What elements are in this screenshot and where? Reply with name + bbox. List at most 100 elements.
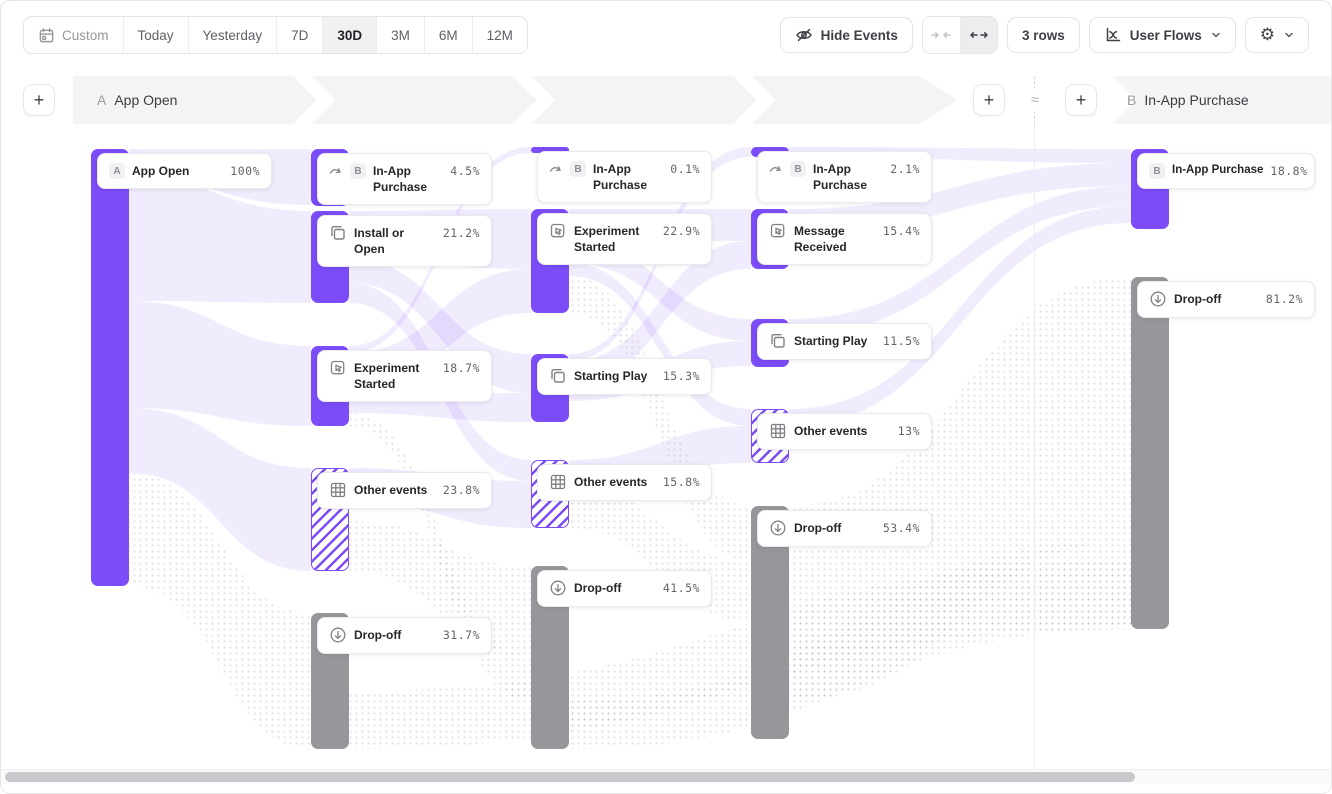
date-range-today[interactable]: Today (122, 17, 188, 53)
start-event-label: App Open (114, 92, 178, 108)
flow-node-card-drop-off[interactable]: Drop-off 31.7% (317, 617, 492, 654)
date-range-12m[interactable]: 12M (471, 17, 527, 53)
add-step-left-button[interactable]: + (973, 84, 1005, 116)
flow-node-percent: 100% (230, 164, 260, 178)
flow-bar-drop-off[interactable] (1131, 277, 1169, 629)
flow-node-label: In-App Purchase (593, 162, 648, 193)
collapse-columns-button[interactable] (922, 17, 960, 53)
date-range-label: 6M (438, 27, 458, 43)
flow-node-label: Starting Play (574, 369, 648, 383)
horizontal-scrollbar[interactable] (1, 769, 1331, 784)
start-event-band[interactable]: A App Open (97, 76, 177, 124)
flow-node-label: Experiment Started (574, 224, 640, 255)
date-range-7d[interactable]: 7D (276, 17, 323, 53)
flow-node-percent: 15.8% (662, 475, 700, 489)
flow-node-card-other-events[interactable]: Other events 23.8% (317, 472, 492, 509)
flow-node-card-other-events[interactable]: Other events 13% (757, 413, 932, 450)
funnel-header: + A App Open + ≈ + B In-App Purchase (1, 76, 1331, 124)
flow-node-card-experiment-started[interactable]: Experiment Started 22.9% (537, 213, 712, 266)
event-badge: B (350, 163, 366, 179)
flow-node-percent: 23.8% (442, 483, 480, 497)
date-range-custom[interactable]: Custom (24, 17, 123, 53)
flow-node-percent: 13% (897, 424, 920, 438)
event-badge: B (570, 161, 586, 177)
approx-symbol: ≈ (1028, 88, 1042, 112)
event-badge: A (109, 163, 125, 179)
flow-node-card-starting-play[interactable]: Starting Play 15.3% (537, 358, 712, 395)
end-event-badge: B (1127, 92, 1137, 108)
view-selector-button[interactable]: User Flows (1088, 17, 1236, 53)
flow-node-card-in-app-purchase[interactable]: B In-App Purchase 2.1% (757, 151, 932, 204)
flow-node-percent: 4.5% (450, 164, 480, 178)
flow-node-card-install-or-open[interactable]: Install or Open 21.2% (317, 215, 492, 268)
flow-node-label: Drop-off (574, 581, 622, 595)
flow-node-card-other-events[interactable]: Other events 15.8% (537, 464, 712, 501)
approx-divider: ≈ (1028, 76, 1042, 124)
flow-node-percent: 31.7% (442, 628, 480, 642)
event-badge: B (1149, 163, 1165, 179)
flow-node-card-in-app-purchase[interactable]: B In-App Purchase 18.8% (1137, 153, 1315, 189)
add-start-event-button[interactable]: + (23, 84, 55, 116)
flow-node-percent: 11.5% (882, 334, 920, 348)
flow-canvas: A App Open 100% B In-App Purchase 4.5% Install… (1, 124, 1331, 784)
flow-bar-app-open[interactable] (91, 149, 129, 586)
flow-node-percent: 15.3% (662, 369, 700, 383)
experiment-icon (329, 359, 347, 377)
end-event-band[interactable]: B In-App Purchase (1127, 76, 1249, 124)
arrows-expand-icon (969, 29, 989, 41)
date-range-yesterday[interactable]: Yesterday (187, 17, 277, 53)
flow-node-card-drop-off[interactable]: Drop-off 41.5% (537, 570, 712, 607)
view-selector-label: User Flows (1129, 27, 1202, 43)
flow-node-label: Experiment Started (354, 361, 420, 392)
flow-node-label: Drop-off (354, 628, 402, 642)
flow-node-percent: 2.1% (890, 162, 920, 176)
flow-node-card-in-app-purchase[interactable]: B In-App Purchase 0.1% (537, 151, 712, 204)
flow-node-percent: 21.2% (442, 226, 480, 240)
date-range-label: 12M (486, 27, 513, 43)
add-step-right-button[interactable]: + (1065, 84, 1097, 116)
flow-node-label: Other events (794, 424, 868, 438)
hide-events-button[interactable]: Hide Events (779, 17, 913, 53)
chevron-down-icon (1284, 30, 1294, 40)
flow-node-card-experiment-started[interactable]: Experiment Started 18.7% (317, 350, 492, 403)
goal-arrow-icon (769, 162, 783, 176)
grid-icon (769, 422, 787, 440)
scrollbar-thumb[interactable] (5, 772, 1135, 782)
date-range-label: Today (137, 27, 174, 43)
hide-events-label: Hide Events (820, 27, 898, 43)
flow-node-percent: 81.2% (1265, 292, 1303, 306)
dropoff-icon (1149, 290, 1167, 308)
flow-node-label: Other events (354, 483, 428, 497)
expand-columns-button[interactable] (959, 17, 997, 53)
rows-button[interactable]: 3 rows (1006, 17, 1080, 53)
toolbar: Custom Today Yesterday 7D 30D 3M 6M 12M Hide Ev… (23, 15, 1309, 55)
copy-icon (549, 367, 567, 385)
flow-node-card-in-app-purchase[interactable]: B In-App Purchase 4.5% (317, 153, 492, 206)
copy-icon (769, 332, 787, 350)
flow-node-label: Starting Play (794, 334, 868, 348)
flow-node-card-message-received[interactable]: Message Received 15.4% (757, 213, 932, 266)
date-range-30d[interactable]: 30D (322, 17, 377, 53)
flow-node-label: In-App Purchase (1172, 164, 1264, 176)
dropoff-icon (329, 626, 347, 644)
flow-node-card-app-open[interactable]: A App Open 100% (97, 153, 272, 190)
flow-node-card-starting-play[interactable]: Starting Play 11.5% (757, 323, 932, 360)
flow-node-label: Drop-off (794, 521, 842, 535)
flow-bar-in-app-purchase[interactable] (531, 147, 569, 153)
date-range-6m[interactable]: 6M (423, 17, 472, 53)
date-range-label: 3M (391, 27, 410, 43)
chevron-down-icon (1211, 30, 1221, 40)
flow-node-card-drop-off[interactable]: Drop-off 81.2% (1137, 281, 1315, 318)
grid-icon (549, 473, 567, 491)
column-width-toggle (921, 16, 998, 54)
settings-button[interactable]: ⚙ (1244, 17, 1309, 53)
panel-divider (1034, 124, 1035, 769)
goal-arrow-icon (329, 164, 343, 178)
date-range-3m[interactable]: 3M (376, 17, 424, 53)
flow-node-label: Other events (574, 475, 648, 489)
flow-node-card-drop-off[interactable]: Drop-off 53.4% (757, 510, 932, 547)
eye-off-icon (795, 26, 813, 44)
flow-node-label: In-App Purchase (373, 164, 428, 195)
flow-node-percent: 18.8% (1270, 164, 1308, 178)
copy-icon (329, 224, 347, 242)
